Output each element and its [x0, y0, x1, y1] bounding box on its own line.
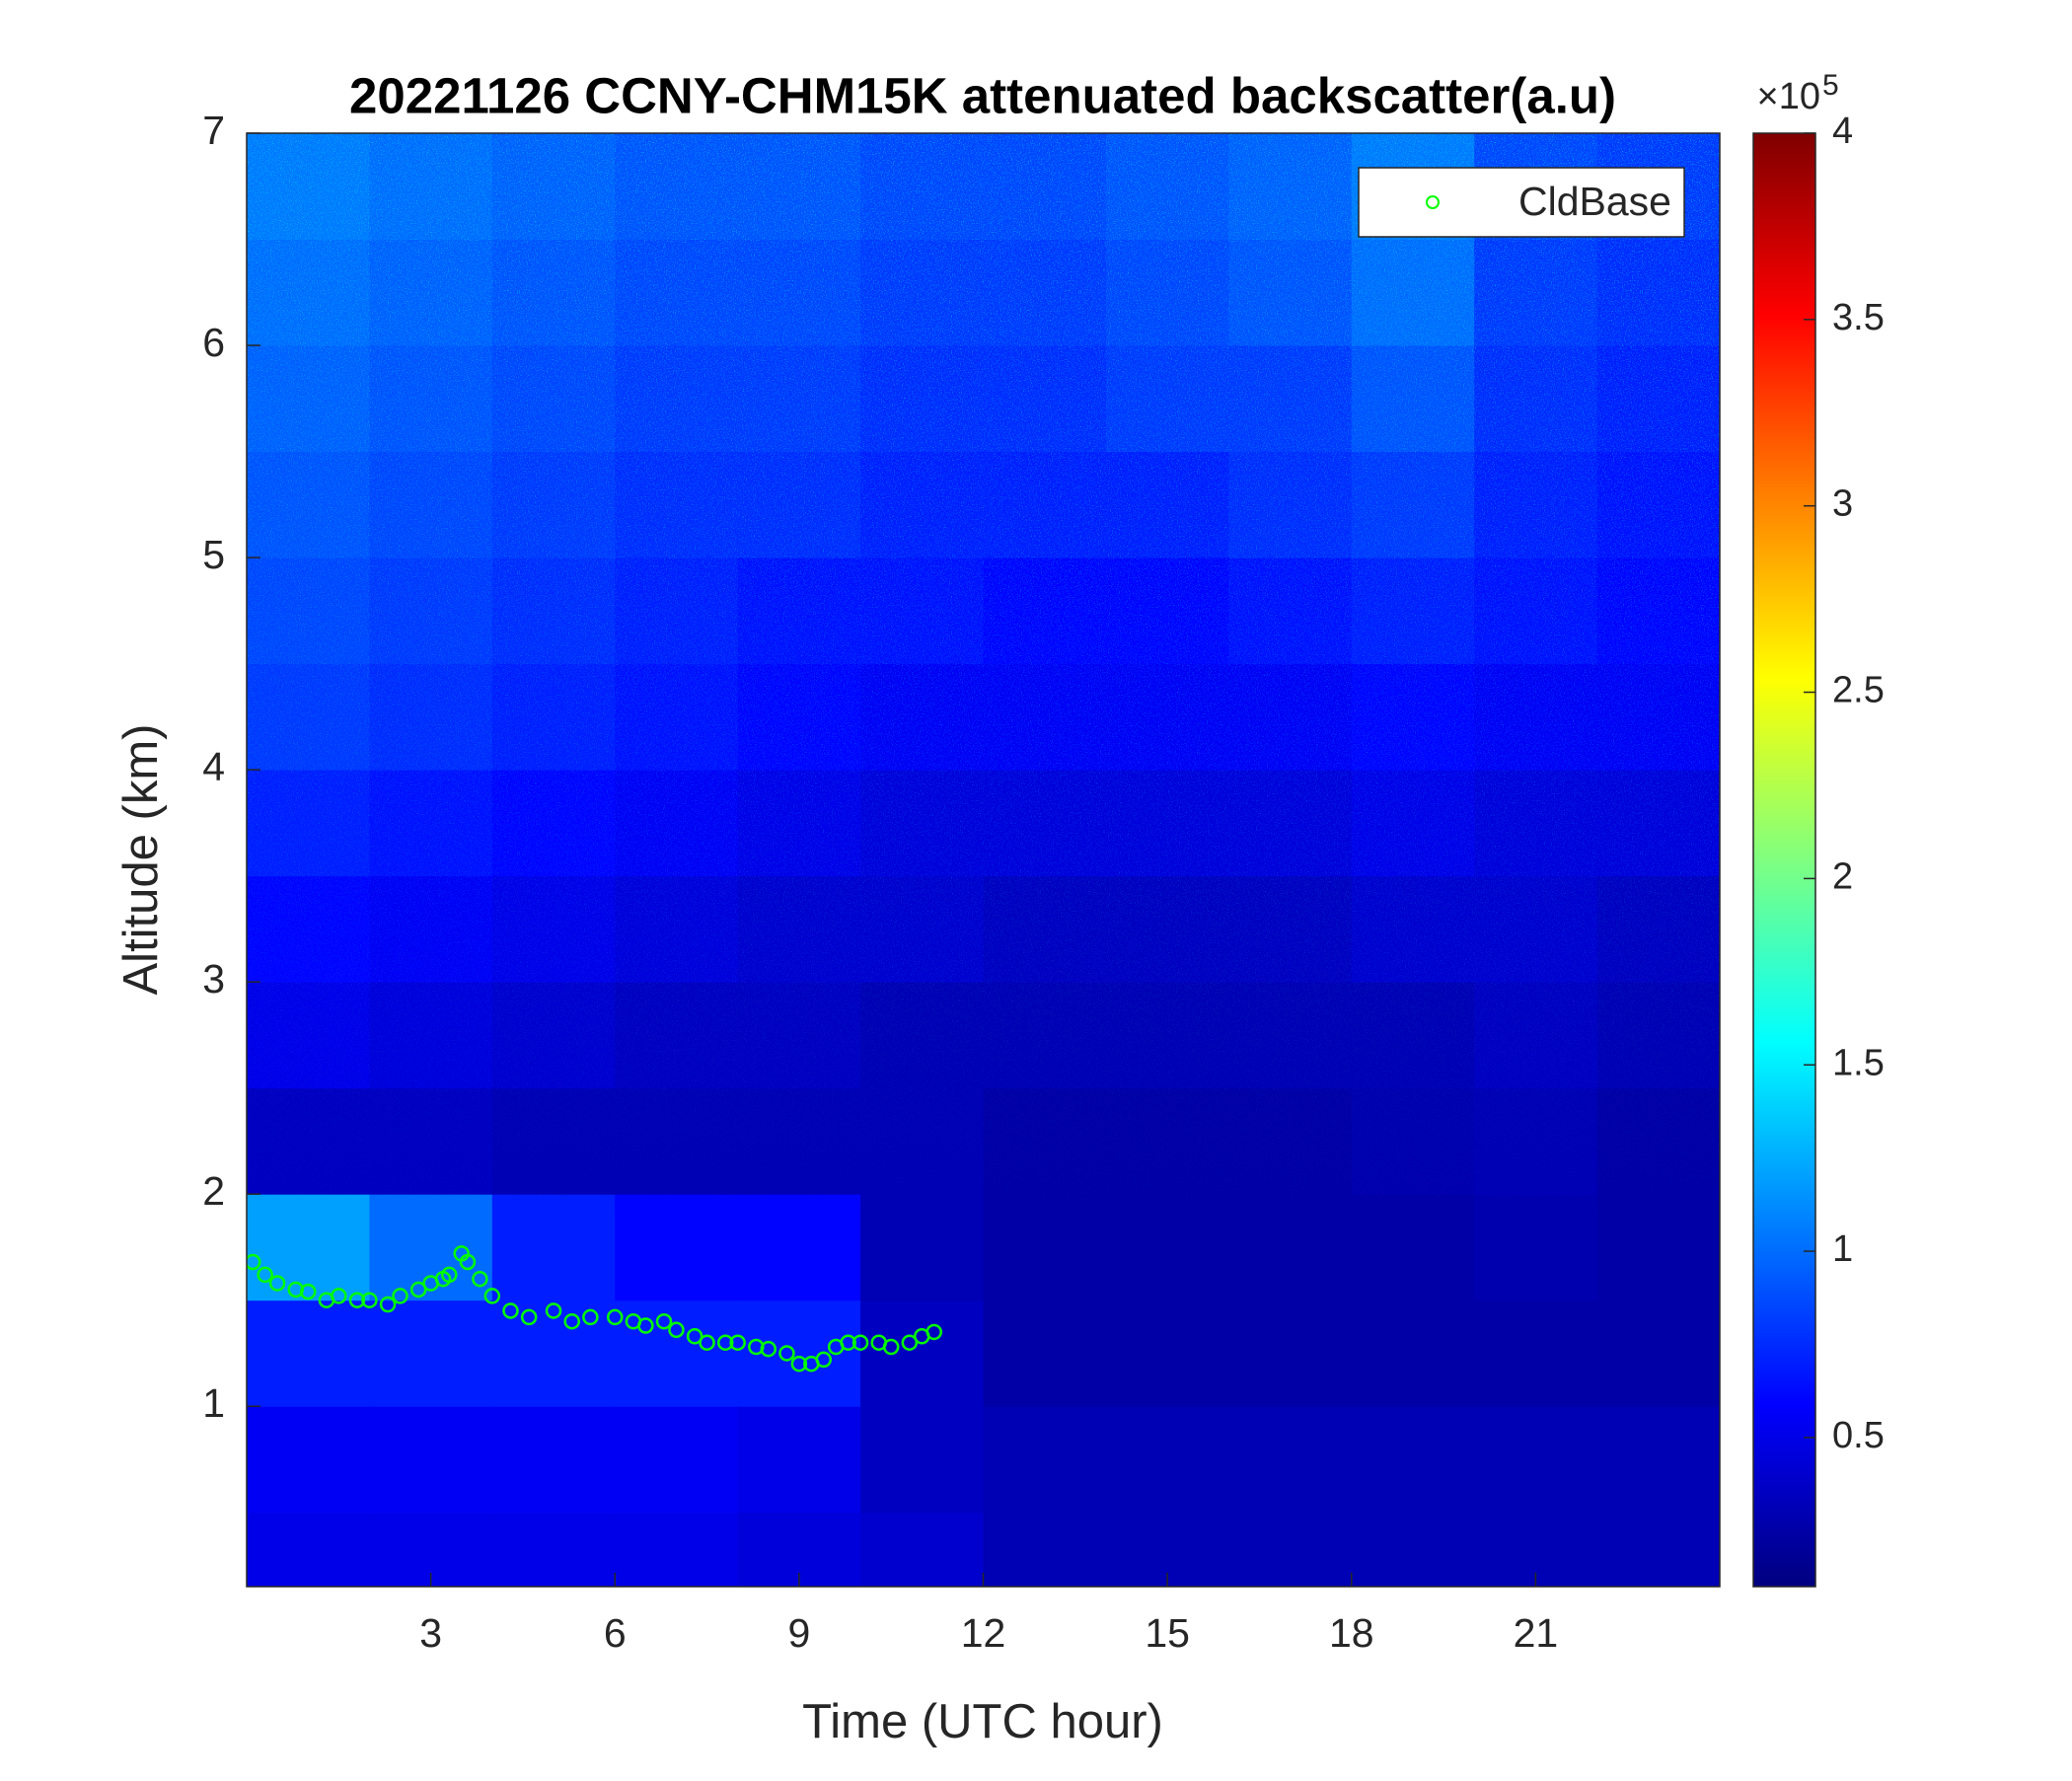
x-axis-label: Time (UTC hour)	[802, 1695, 1163, 1748]
cloud-base-point	[392, 1288, 408, 1304]
legend: CldBase	[1358, 167, 1685, 238]
y-tick-label: 7	[202, 108, 225, 153]
colorbar-tick-label: 4	[1832, 111, 1853, 152]
cloud-base-point	[840, 1334, 856, 1351]
cloud-base-point	[441, 1266, 458, 1284]
chart-title: 20221126 CCNY-CHM15K attenuated backscat…	[349, 67, 1616, 123]
cloud-base-point	[472, 1270, 488, 1288]
colorbar-tick-label: 1.5	[1832, 1042, 1885, 1083]
legend-marker	[1426, 195, 1440, 209]
x-tick-label: 15	[1145, 1610, 1190, 1656]
cloud-base-point	[851, 1334, 869, 1351]
cloud-base-point	[247, 1253, 261, 1271]
cloud-base-point	[268, 1275, 286, 1292]
cloud-base-point	[545, 1302, 562, 1319]
y-axis-label: Altitude (km)	[114, 723, 168, 995]
colorbar-tick-label: 2.5	[1832, 670, 1885, 711]
cloud-base-point	[882, 1338, 900, 1356]
y-tick-label: 2	[202, 1168, 225, 1214]
x-tick-label: 18	[1329, 1610, 1374, 1656]
cloud-base-point	[760, 1340, 777, 1358]
cloud-base-point	[257, 1266, 273, 1284]
cloud-base-point	[815, 1351, 833, 1369]
colorbar-strip	[1752, 132, 1816, 1588]
cloud-base-point	[607, 1308, 624, 1326]
y-tick-label: 5	[202, 532, 225, 577]
colorbar-tick-label: 0.5	[1832, 1415, 1885, 1456]
y-tick-label: 3	[202, 956, 225, 1002]
cloud-base-point	[716, 1334, 734, 1351]
colorbar-tick-label: 3.5	[1832, 297, 1885, 338]
colorbar-tick-label: 1	[1832, 1228, 1853, 1270]
cloud-base-points	[247, 1245, 942, 1373]
cloud-base-point	[790, 1355, 808, 1373]
colorbar-exponent: 5	[1822, 69, 1839, 102]
cloud-base-point	[409, 1281, 427, 1299]
cloud-base-point	[729, 1334, 746, 1351]
cloud-base-point	[331, 1288, 347, 1304]
colorbar-exponent-base: ×10	[1757, 76, 1820, 117]
cloud-base-point	[778, 1345, 795, 1362]
cloud-base-point	[502, 1302, 519, 1319]
cloud-base-point	[699, 1334, 715, 1351]
y-tick-label: 6	[202, 320, 225, 365]
cloud-base-point	[655, 1312, 673, 1330]
x-tick-label: 3	[419, 1610, 442, 1656]
legend-label: CldBase	[1518, 179, 1671, 224]
cloud-base-point	[582, 1308, 599, 1326]
cloud-base-point	[668, 1321, 685, 1339]
x-tick-label: 6	[604, 1610, 627, 1656]
y-tick-label: 4	[202, 744, 225, 789]
cloud-base-point	[563, 1312, 580, 1330]
cloud-base-point	[637, 1317, 654, 1334]
cloud-base-point	[483, 1288, 501, 1304]
cloud-base-point	[379, 1296, 397, 1313]
cloud-base-point	[299, 1283, 317, 1300]
cloud-base-point	[925, 1323, 942, 1341]
cloud-base-point	[361, 1292, 378, 1308]
colorbar-tick-label: 3	[1832, 483, 1853, 525]
cloud-base-point	[686, 1328, 703, 1345]
colorbar: ×10 5 0.5 1 1.5 2 2.5 3 3.5 4	[1752, 69, 1885, 1588]
cloud-base-point	[459, 1253, 477, 1271]
cloud-base-point	[901, 1334, 919, 1351]
colorbar-tick-label: 2	[1832, 855, 1853, 897]
cloud-base-point	[520, 1308, 538, 1326]
noise-texture	[247, 133, 1720, 1587]
x-tick-label: 12	[961, 1610, 1006, 1656]
cloud-base-point	[348, 1292, 366, 1308]
legend-box	[1358, 167, 1685, 238]
y-tick-label: 1	[202, 1380, 225, 1426]
x-tick-label: 9	[787, 1610, 810, 1656]
x-tick-label: 21	[1514, 1610, 1559, 1656]
